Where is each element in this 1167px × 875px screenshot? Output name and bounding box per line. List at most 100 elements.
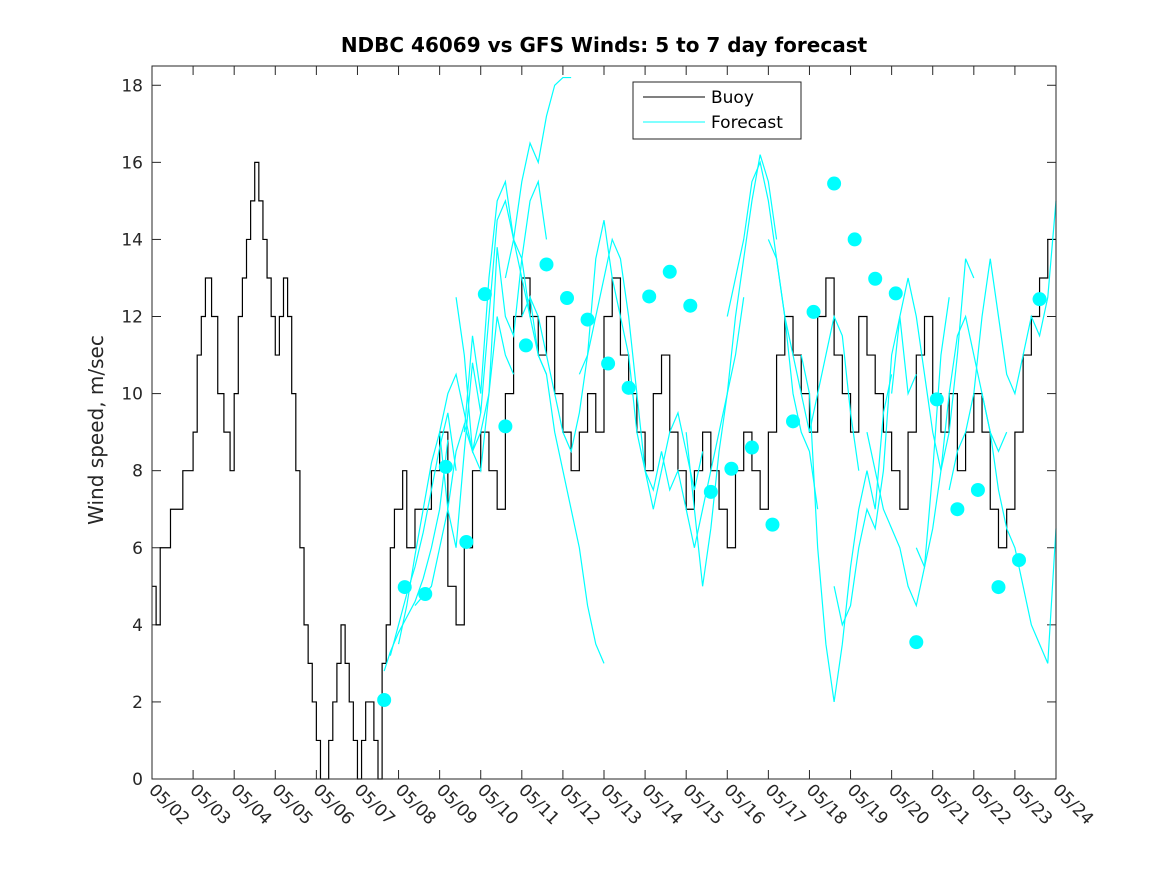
x-tick-label: 05/21 xyxy=(925,780,974,829)
forecast-line xyxy=(455,179,548,452)
series-lines xyxy=(152,76,1057,780)
forecast-marker xyxy=(827,176,842,191)
axes-border xyxy=(151,65,1057,780)
y-tick-labels: 0 2 4 6 8 10 12 14 16 18 xyxy=(121,76,143,790)
forecast-marker xyxy=(868,271,883,286)
forecast-marker xyxy=(683,298,698,313)
x-tick-label: 05/15 xyxy=(679,780,728,829)
x-tick-label: 05/05 xyxy=(268,780,317,829)
forecast-marker xyxy=(847,232,862,247)
forecast-line xyxy=(463,179,548,433)
forecast-marker xyxy=(459,534,474,549)
y-tick-label: 2 xyxy=(132,693,143,713)
forecast-marker xyxy=(744,440,759,455)
plot-area xyxy=(151,65,1057,780)
forecast-marker xyxy=(970,482,985,497)
x-tick-label: 05/22 xyxy=(966,780,1015,829)
forecast-marker xyxy=(642,289,657,304)
forecast-marker xyxy=(560,291,575,306)
x-tick-label: 05/08 xyxy=(391,780,440,829)
forecast-line xyxy=(578,237,663,492)
y-tick-label: 4 xyxy=(132,616,143,636)
y-tick-label: 16 xyxy=(121,153,143,173)
forecast-marker xyxy=(1032,292,1047,307)
x-tick-label: 05/02 xyxy=(144,780,193,829)
forecast-marker xyxy=(621,380,636,395)
x-tick-label: 05/14 xyxy=(638,780,687,829)
y-tick-label: 0 xyxy=(132,770,143,790)
x-tick-labels: 05/0205/0305/0405/0505/0605/0705/0805/09… xyxy=(144,780,1097,829)
forecast-line xyxy=(915,314,1008,570)
forecast-marker xyxy=(477,287,492,302)
y-tick-label: 8 xyxy=(132,462,143,482)
forecast-marker xyxy=(703,484,718,499)
x-tick-label: 05/07 xyxy=(350,780,399,829)
x-tick-label: 05/20 xyxy=(884,780,933,829)
buoy-line xyxy=(152,161,1056,780)
forecast-marker xyxy=(786,414,801,429)
forecast-line xyxy=(800,354,893,703)
forecast-marker xyxy=(601,356,616,371)
legend-buoy-label: Buoy xyxy=(711,88,754,108)
forecast-line xyxy=(685,154,778,587)
forecast-marker xyxy=(929,392,944,407)
forecast-marker xyxy=(498,419,513,434)
x-tick-label: 05/10 xyxy=(473,780,522,829)
forecast-line xyxy=(866,297,950,608)
y-tick-label: 14 xyxy=(121,230,143,250)
forecast-marker xyxy=(991,580,1006,595)
forecast-line xyxy=(948,200,1057,491)
legend: Buoy Forecast xyxy=(632,81,802,140)
forecast-marker xyxy=(662,264,677,279)
forecast-marker xyxy=(888,286,903,301)
forecast-line xyxy=(439,247,531,454)
forecast-marker xyxy=(377,692,392,707)
x-tick-label: 05/17 xyxy=(761,780,810,829)
x-tick-label: 05/16 xyxy=(720,780,769,829)
chart-title: NDBC 46069 vs GFS Winds: 5 to 7 day fore… xyxy=(341,33,868,57)
x-tick-label: 05/23 xyxy=(1007,780,1056,829)
forecast-marker xyxy=(518,338,533,353)
x-tick-label: 05/12 xyxy=(555,780,604,829)
axis-ticks xyxy=(151,66,1057,780)
forecast-line xyxy=(529,220,622,454)
forecast-marker xyxy=(539,257,554,272)
x-tick-label: 05/03 xyxy=(186,780,235,829)
forecast-marker xyxy=(909,635,924,650)
y-tick-label: 10 xyxy=(121,385,143,405)
forecast-marker xyxy=(724,461,739,476)
x-tick-label: 05/06 xyxy=(309,780,358,829)
forecast-marker xyxy=(1012,553,1027,568)
y-tick-label: 12 xyxy=(121,308,143,328)
x-tick-label: 05/19 xyxy=(843,780,892,829)
forecast-line xyxy=(389,412,457,656)
forecast-marker xyxy=(580,312,595,327)
forecast-marker xyxy=(438,459,453,474)
x-tick-label: 05/18 xyxy=(802,780,851,829)
forecast-line xyxy=(504,76,572,279)
forecast-marker xyxy=(806,304,821,319)
forecast-line xyxy=(767,239,860,471)
x-tick-label: 05/04 xyxy=(227,780,276,829)
forecast-line xyxy=(726,160,819,510)
forecast-line xyxy=(891,258,975,471)
legend-box xyxy=(632,81,802,140)
x-tick-label: 05/13 xyxy=(596,780,645,829)
forecast-line xyxy=(833,316,917,627)
forecast-line xyxy=(521,295,605,664)
x-tick-label: 05/11 xyxy=(514,780,563,829)
x-tick-label: 05/09 xyxy=(432,780,481,829)
y-tick-label: 18 xyxy=(121,76,143,96)
forecast-marker xyxy=(397,580,412,595)
y-axis-label: Wind speed, m/sec xyxy=(84,335,108,525)
y-tick-label: 6 xyxy=(132,539,143,559)
forecast-marker xyxy=(418,587,433,602)
forecast-line xyxy=(414,316,515,606)
forecast-markers xyxy=(377,176,1047,707)
legend-forecast-label: Forecast xyxy=(711,113,783,133)
x-tick-label: 05/24 xyxy=(1048,780,1097,829)
forecast-line xyxy=(660,297,745,548)
forecast-line xyxy=(619,316,704,510)
forecast-marker xyxy=(765,517,780,532)
